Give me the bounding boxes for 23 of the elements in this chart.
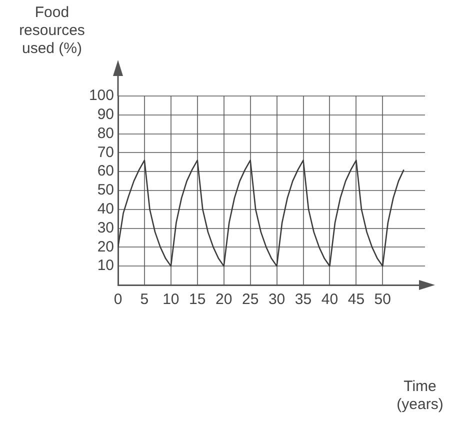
y-axis-title: Food resources used (%) (18, 4, 86, 58)
y-tick-label: 90 (97, 106, 114, 124)
y-tick-label: 80 (97, 124, 114, 142)
y-tick-label: 40 (97, 200, 114, 218)
x-tick-label: 0 (114, 291, 122, 308)
x-tick-label: 35 (294, 291, 312, 308)
y-tick-label: 20 (97, 238, 114, 256)
x-tick-label: 30 (268, 291, 286, 308)
x-tick-label: 5 (140, 291, 149, 308)
x-tick-label: 10 (162, 291, 180, 308)
x-tick-label: 15 (189, 291, 206, 308)
y-tick-label: 10 (97, 257, 114, 274)
x-tick-label: 25 (242, 291, 259, 308)
y-tick-label: 70 (97, 144, 114, 161)
y-tick-label: 30 (97, 219, 114, 236)
x-tick-label: 40 (321, 291, 338, 308)
x-tick-label: 20 (216, 291, 232, 308)
x-tick-label: 45 (348, 291, 365, 308)
y-tick-label: 60 (97, 162, 114, 180)
y-tick-label: 50 (97, 182, 114, 199)
x-tick-label: 50 (374, 291, 391, 308)
x-axis-title: Time (years) (396, 378, 444, 414)
y-tick-label: 100 (88, 87, 114, 104)
